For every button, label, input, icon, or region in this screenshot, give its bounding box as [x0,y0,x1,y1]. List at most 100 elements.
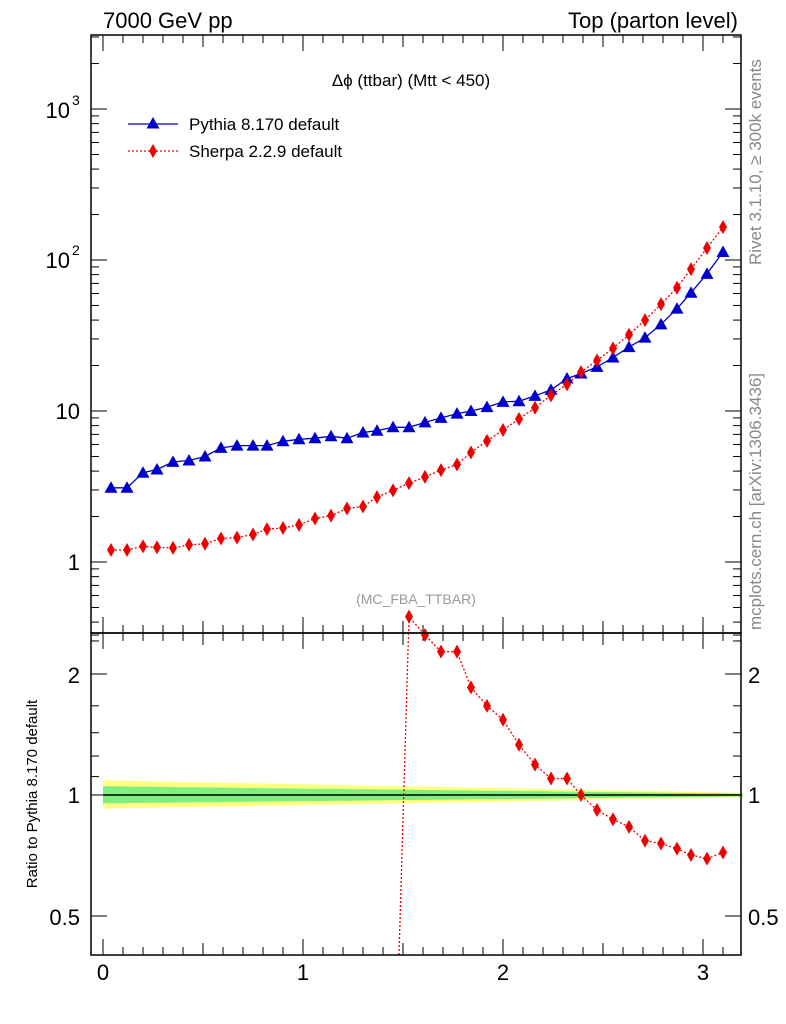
triangle-marker [684,286,698,298]
diamond-marker [547,388,555,403]
legend: Pythia 8.170 default Sherpa 2.2.9 defaul… [128,115,342,161]
ratio-diamond-marker [657,836,665,851]
diamond-marker [421,469,429,484]
ratio-diamond-marker [421,628,429,643]
ratio-diamond-marker [641,833,649,848]
triangle-marker [480,400,494,413]
triangle-marker [496,395,510,407]
ytick-label-10: 10 [56,399,80,424]
ratio-diamond-marker [499,712,507,727]
ratio-diamond-marker [719,845,727,860]
legend-label-pythia: Pythia 8.170 default [189,115,340,134]
ratio-ylabel: Ratio to Pythia 8.170 default [24,699,41,888]
side-labels: Rivet 3.1.10, ≥ 300k events mcplots.cern… [746,59,765,630]
ratio-diamond-marker [563,771,571,786]
header-process: Top (parton level) [568,8,738,33]
diamond-marker [327,508,335,523]
ytick-label-1: 1 [68,550,80,575]
xtick-label-2: 2 [497,960,509,985]
triangle-marker [308,431,322,444]
main-series-lines [111,226,724,551]
triangle-marker [700,267,714,279]
diamond-marker [563,377,571,392]
triangle-marker [246,439,260,451]
ratio-ytick-2: 2 [68,663,80,688]
ratio-diamond-marker [531,757,539,772]
header-energy: 7000 GeV pp [103,8,233,33]
ratio-ytick-1: 1 [68,783,80,808]
ratio-diamond-marker [483,698,491,713]
triangle-marker [386,420,400,433]
ytick-label-100-exp: 2 [72,242,80,258]
diamond-marker [343,501,351,516]
ratio-ytick-labels-left: 0.5 1 2 [49,663,80,930]
ratio-diamond-marker [673,841,681,856]
ratio-diamond-marker [547,771,555,786]
legend-marker-diamond [149,144,157,158]
ratio-diamond-marker [405,609,413,624]
ratio-ytick-labels-right: 0.5 1 2 [748,663,779,930]
xtick-label-1: 1 [297,960,309,985]
triangle-marker [276,434,290,447]
mcplots-label: mcplots.cern.ch [arXiv:1306.3436] [746,373,765,630]
triangle-marker [356,426,370,438]
ratio-diamond-marker [703,851,711,866]
diamond-marker [279,520,287,535]
triangle-marker [670,302,684,314]
ratio-axis-ticks [91,633,741,955]
triangle-marker [402,420,416,433]
main-title: Δϕ (ttbar) (Mtt < 450) [332,71,490,90]
ytick-label-1000-exp: 3 [72,92,80,108]
diamond-marker [657,297,665,312]
triangle-marker [340,431,354,444]
diamond-marker [359,499,367,514]
triangle-marker [260,439,274,451]
ratio-panel: 0.5 1 2 0.5 1 2 Ratio to Pythia 8.170 de… [24,609,779,985]
triangle-marker [418,415,432,428]
diamond-marker [201,536,209,551]
diamond-marker [389,483,397,498]
triangle-marker [528,389,542,401]
diamond-marker [593,353,601,368]
diamond-marker [249,527,257,542]
legend-marker-triangle [146,117,160,129]
triangle-marker [434,411,448,423]
watermark: (MC_FBA_TTBAR) [356,591,476,607]
ratio-ytick-0.5: 0.5 [49,905,80,930]
triangle-marker [214,441,228,453]
main-series-markers [104,220,730,558]
triangle-marker [654,317,668,330]
ratio-diamond-marker [609,812,617,827]
ratio-series-lines [398,615,724,956]
diamond-marker [139,539,147,554]
ratio-ytick-right-2: 2 [748,663,760,688]
triangle-marker [606,351,620,363]
diamond-marker [107,543,115,558]
series-line-0 [111,251,724,489]
diamond-marker [437,463,445,478]
ratio-ytick-right-0.5: 0.5 [748,905,779,930]
ratio-diamond-marker [515,737,523,752]
diamond-marker [673,280,681,295]
triangle-marker [120,481,134,493]
diamond-marker [311,511,319,526]
diamond-marker [499,423,507,438]
diamond-marker [515,411,523,426]
triangle-marker [166,455,180,467]
ratio-diamond-marker [625,819,633,834]
diamond-marker [169,540,177,555]
ratio-diamond-marker [593,803,601,818]
diamond-marker [719,220,727,235]
diamond-marker [641,313,649,328]
diamond-marker [531,400,539,415]
diamond-marker [405,476,413,491]
diamond-marker [687,262,695,277]
triangle-marker [292,432,306,445]
xtick-labels: 0 1 2 3 [97,960,709,985]
legend-entry-pythia: Pythia 8.170 default [128,115,340,134]
diamond-marker [609,341,617,356]
main-panel: Δϕ (ttbar) (Mtt < 450) (MC_FBA_TTBAR) 1 … [46,34,742,642]
main-ytick-labels: 1 10 10 2 10 3 [46,92,80,575]
triangle-marker [450,407,464,419]
